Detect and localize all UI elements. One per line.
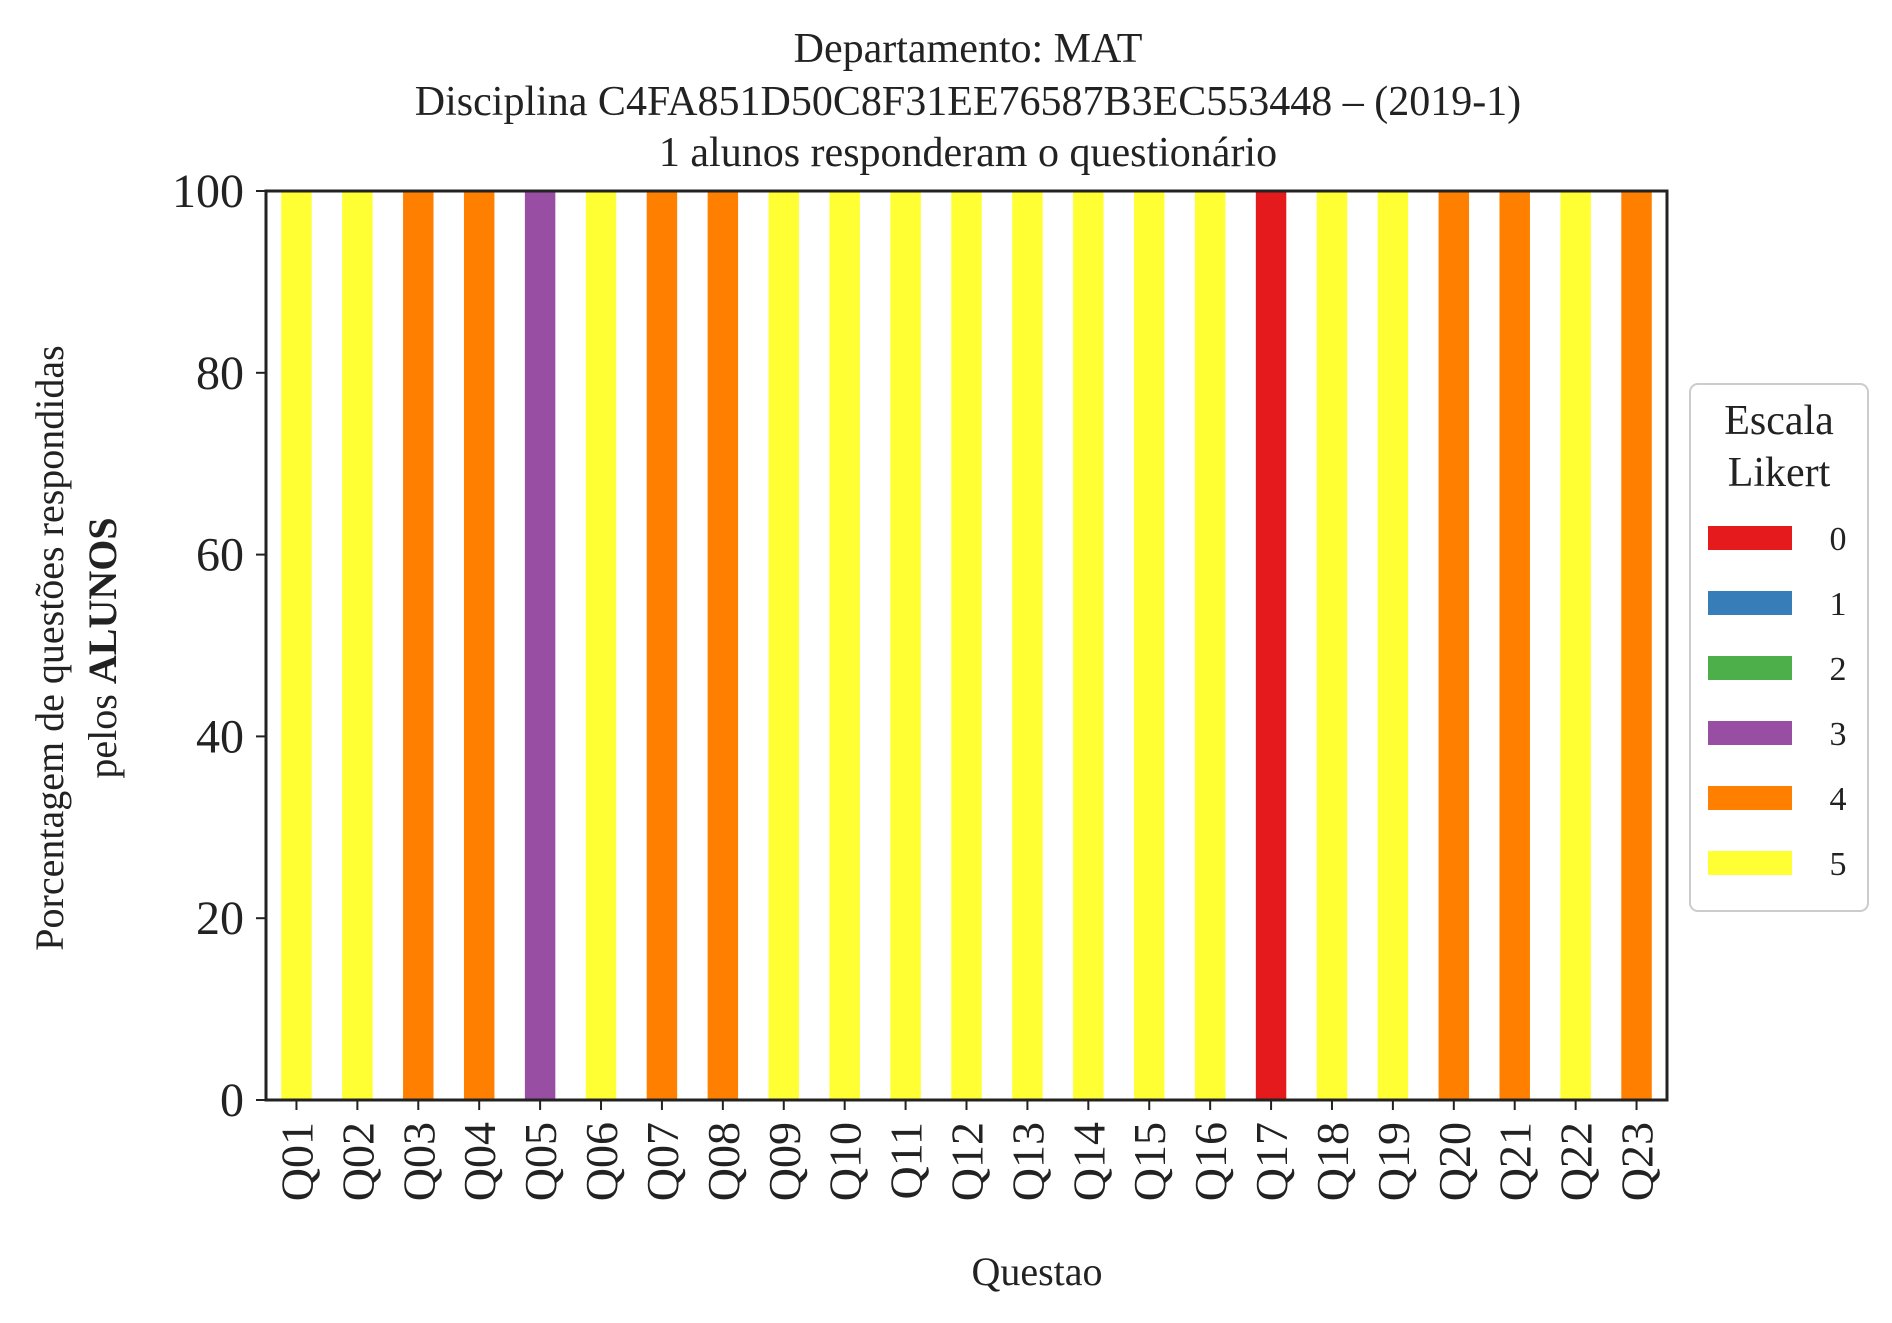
x-tick-label-Q01: Q01 xyxy=(271,1122,322,1201)
bar-Q13-likert-5 xyxy=(1012,191,1043,1100)
y-axis-label: Porcentagem de questões respondidas pelo… xyxy=(27,345,125,950)
legend-label-2: 2 xyxy=(1830,651,1847,688)
legend-label-5: 5 xyxy=(1830,846,1847,883)
bar-Q06-likert-5 xyxy=(585,191,617,1100)
bar-Q14-likert-5 xyxy=(1073,191,1104,1100)
x-tick-label-Q21: Q21 xyxy=(1490,1122,1541,1201)
x-tick-label-Q16: Q16 xyxy=(1185,1122,1236,1201)
title-line-2: Disciplina C4FA851D50C8F31EE76587B3EC553… xyxy=(415,79,1521,125)
title-line-3: 1 alunos responderam o questionário xyxy=(659,130,1277,176)
x-tick-label-Q09: Q09 xyxy=(759,1122,810,1201)
legend-swatch-0 xyxy=(1708,526,1792,550)
bars-layer xyxy=(281,191,1652,1100)
x-tick-label-Q19: Q19 xyxy=(1368,1122,1419,1201)
legend-title-line-1: Escala xyxy=(1724,398,1834,444)
x-tick-label-Q02: Q02 xyxy=(332,1122,383,1201)
bar-Q07-likert-4 xyxy=(646,191,678,1100)
y-tick-label-40: 40 xyxy=(196,710,244,763)
chart-title: Departamento: MAT Disciplina C4FA851D50C… xyxy=(415,26,1521,176)
bar-Q12-likert-5 xyxy=(951,191,982,1100)
x-tick-label-Q13: Q13 xyxy=(1002,1122,1053,1201)
bar-Q19-likert-5 xyxy=(1377,191,1409,1100)
bar-Q10-likert-5 xyxy=(829,191,860,1100)
legend-swatch-2 xyxy=(1708,656,1792,680)
legend-label-3: 3 xyxy=(1830,716,1847,753)
legend-box xyxy=(1689,383,1869,912)
legend: Escala Likert 0 1 2 3 4 5 xyxy=(1689,383,1869,912)
bar-Q16-likert-5 xyxy=(1194,191,1226,1100)
y-axis-label-prefix: pelos xyxy=(80,684,125,778)
x-tick-label-Q04: Q04 xyxy=(454,1122,505,1201)
bar-Q03-likert-4 xyxy=(403,191,434,1100)
y-axis-label-line-1: Porcentagem de questões respondidas xyxy=(27,345,72,950)
x-tick-label-Q18: Q18 xyxy=(1307,1122,1358,1201)
y-tick-label-100: 100 xyxy=(172,165,244,218)
y-axis-label-line-2: pelos ALUNOS xyxy=(80,517,125,778)
legend-swatch-1 xyxy=(1708,591,1792,615)
x-tick-label-Q22: Q22 xyxy=(1551,1122,1602,1201)
y-axis-label-bold: ALUNOS xyxy=(80,517,125,684)
y-tick-label-80: 80 xyxy=(196,347,244,400)
legend-swatch-4 xyxy=(1708,786,1792,810)
bar-Q22-likert-5 xyxy=(1560,191,1591,1100)
legend-swatch-5 xyxy=(1708,851,1792,875)
x-axis-label: Questao xyxy=(971,1249,1102,1294)
x-tick-label-Q23: Q23 xyxy=(1612,1122,1663,1201)
y-tick-label-0: 0 xyxy=(220,1074,244,1127)
bar-Q01-likert-5 xyxy=(281,191,312,1100)
legend-title-line-2: Likert xyxy=(1728,450,1831,496)
legend-swatch-3 xyxy=(1708,721,1792,745)
x-tick-label-Q14: Q14 xyxy=(1063,1122,1114,1201)
bar-Q05-likert-3 xyxy=(524,191,556,1100)
bar-Q18-likert-5 xyxy=(1316,191,1348,1100)
bar-Q08-likert-4 xyxy=(707,191,739,1100)
bar-Q04-likert-4 xyxy=(463,191,495,1100)
legend-items: 0 1 2 3 4 5 xyxy=(1708,521,1847,883)
x-tick-label-Q10: Q10 xyxy=(820,1122,871,1201)
x-tick-label-Q11: Q11 xyxy=(881,1122,932,1200)
bar-Q15-likert-5 xyxy=(1134,191,1165,1100)
x-tick-label-Q07: Q07 xyxy=(637,1122,688,1201)
x-tick-label-Q08: Q08 xyxy=(698,1122,749,1201)
y-tick-label-60: 60 xyxy=(196,529,244,582)
bar-Q11-likert-5 xyxy=(890,191,921,1100)
bar-Q23-likert-4 xyxy=(1621,191,1652,1100)
x-tick-label-Q06: Q06 xyxy=(576,1122,627,1201)
y-tick-label-20: 20 xyxy=(196,892,244,945)
x-axis-ticks: Q01 Q02 Q03 Q04 Q05 Q06 Q07 Q08 Q09 Q10 Q11 Q12 Q13 Q… xyxy=(271,1100,1663,1201)
legend-label-1: 1 xyxy=(1830,586,1847,623)
y-axis-ticks: 0 20 40 60 80 100 xyxy=(172,165,266,1127)
x-tick-label-Q12: Q12 xyxy=(942,1122,993,1201)
x-tick-label-Q20: Q20 xyxy=(1429,1122,1480,1201)
bar-Q09-likert-5 xyxy=(768,191,799,1100)
x-tick-label-Q15: Q15 xyxy=(1124,1122,1175,1201)
title-line-1: Departamento: MAT xyxy=(794,26,1143,72)
bar-Q20-likert-4 xyxy=(1438,191,1470,1100)
bar-Q21-likert-4 xyxy=(1499,191,1530,1100)
x-tick-label-Q17: Q17 xyxy=(1246,1122,1297,1201)
bar-Q02-likert-5 xyxy=(342,191,373,1100)
legend-label-4: 4 xyxy=(1830,781,1847,818)
bar-Q17-likert-0 xyxy=(1255,191,1287,1100)
x-tick-label-Q03: Q03 xyxy=(393,1122,444,1201)
legend-label-0: 0 xyxy=(1830,521,1847,558)
x-tick-label-Q05: Q05 xyxy=(515,1122,566,1201)
